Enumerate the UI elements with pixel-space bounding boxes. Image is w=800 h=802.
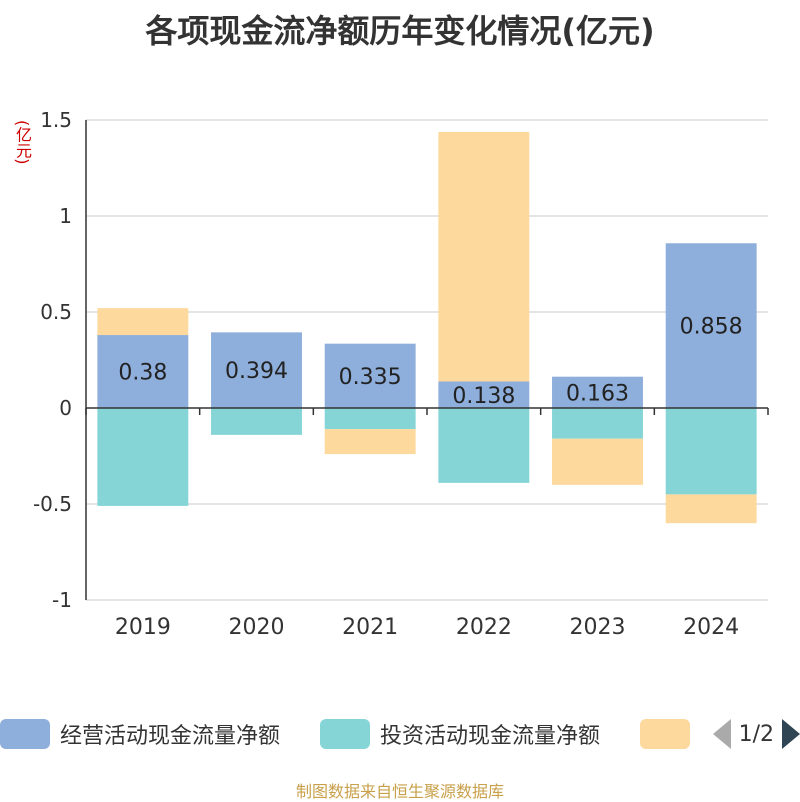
y-tick-label: 1.5 [40, 108, 72, 132]
legend-label-investing: 投资活动现金流量净额 [380, 724, 601, 749]
data-label: 0.335 [339, 365, 402, 390]
bar-series-2 [211, 408, 302, 435]
legend-label-operating: 经营活动现金流量净额 [60, 724, 281, 749]
chart-title: 各项现金流净额历年变化情况(亿元) [145, 12, 655, 50]
x-tick-label: 2024 [683, 615, 739, 640]
y-tick-label: 0.5 [40, 300, 72, 324]
bar-series-1 [438, 381, 530, 408]
triangle-right-icon[interactable] [782, 719, 800, 749]
data-label: 0.394 [225, 359, 288, 384]
legend-swatch-investing [320, 719, 370, 749]
bar-series-3 [324, 429, 416, 455]
legend-item-investing[interactable]: 投资活动现金流量净额 [320, 716, 600, 752]
legend-item-third-series[interactable] [640, 716, 700, 752]
y-tick-label: 1 [59, 204, 72, 228]
triangle-left-icon[interactable] [712, 719, 731, 749]
x-tick-label: 2021 [342, 615, 398, 640]
bar-series-3 [665, 494, 757, 524]
data-label: 0.138 [452, 384, 515, 409]
legend: 经营活动现金流量净额 投资活动现金流量净额 1/2 [0, 716, 800, 756]
legend-swatch-third-series [640, 719, 690, 749]
data-label: 0.858 [680, 315, 743, 340]
bar-series-2 [324, 408, 416, 430]
y-axis-unit-label: (亿元) [13, 120, 32, 165]
legend-page-indicator: 1/2 [738, 721, 774, 747]
legend-item-operating[interactable]: 经营活动现金流量净额 [0, 716, 280, 752]
bar-series-2 [97, 408, 189, 506]
legend-swatch-operating [0, 719, 50, 749]
bar-series-2 [438, 408, 530, 483]
legend-pager: 1/2 [712, 716, 800, 752]
y-tick-label: 0 [59, 396, 72, 420]
data-label: 0.163 [566, 381, 629, 406]
bar-series-1 [324, 343, 416, 408]
x-tick-label: 2023 [570, 615, 626, 640]
x-tick-label: 2019 [115, 615, 171, 640]
bar-series-2 [665, 408, 757, 495]
bar-series-1 [665, 243, 757, 408]
bar-series-1 [211, 332, 302, 408]
data-label: 0.38 [118, 361, 167, 386]
y-tick-label: -0.5 [33, 492, 72, 516]
x-tick-label: 2022 [456, 615, 512, 640]
y-tick-label: -1 [52, 588, 72, 612]
bar-series-3 [552, 438, 643, 485]
bar-series-3 [438, 131, 530, 382]
source-footer: 制图数据来自恒生聚源数据库 [295, 782, 504, 801]
bar-series-3 [97, 308, 189, 336]
x-tick-label: 2020 [229, 615, 285, 640]
bar-series-1 [552, 376, 643, 408]
bar-chart: -1 -0.5 0 0.5 1 1.5 0.38 0.394 0.335 0.138 0.163 0.… [33, 108, 769, 640]
bar-series-2 [552, 408, 643, 439]
bar-series-1 [97, 335, 189, 408]
